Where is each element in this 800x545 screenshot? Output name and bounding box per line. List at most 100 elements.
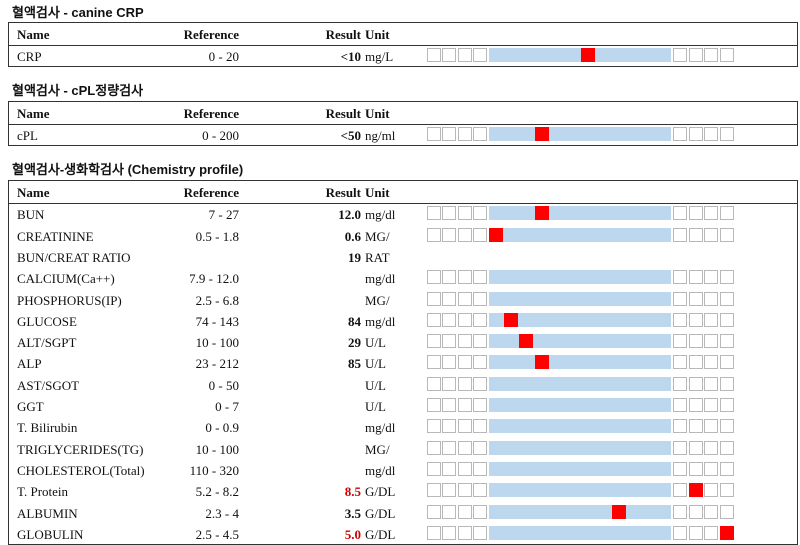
indicator-cell <box>427 462 441 476</box>
test-name: CRP <box>17 49 42 64</box>
reference-band <box>488 48 672 62</box>
indicator-cell <box>673 48 688 62</box>
reference-band <box>488 127 672 141</box>
result-value: 85 <box>348 356 361 371</box>
indicator-cell <box>704 270 719 284</box>
result-value: 3.5 <box>344 506 361 521</box>
result-marker <box>534 355 549 369</box>
test-name: ALT/SGPT <box>17 335 77 350</box>
table-row: GGT 0 - 7 U/L <box>9 396 797 417</box>
range-indicator <box>427 334 737 350</box>
header-name: Name <box>17 27 50 42</box>
result-value: 8.5 <box>344 484 361 499</box>
reference-band <box>488 505 672 519</box>
unit: mg/dl <box>365 420 396 435</box>
indicator-cell <box>688 292 703 306</box>
indicator-cell <box>719 48 734 62</box>
indicator-cell <box>719 398 734 412</box>
result-value: 12.0 <box>338 207 361 222</box>
result-marker <box>719 526 734 540</box>
indicator-cell <box>719 127 734 141</box>
result-marker <box>581 48 595 62</box>
indicator-cell <box>427 206 441 220</box>
indicator-cell <box>442 313 457 327</box>
result-marker <box>611 505 626 519</box>
indicator-cell <box>673 441 688 455</box>
indicator-cell <box>457 505 472 519</box>
indicator-cell <box>473 313 488 327</box>
reference-band <box>488 419 672 433</box>
result-value: <50 <box>340 128 361 143</box>
table-row: cPL 0 - 200 <50 ng/ml <box>9 125 797 146</box>
result-value: 84 <box>348 314 361 329</box>
reference-band <box>488 292 672 306</box>
indicator-cell <box>442 483 457 497</box>
indicator-cell <box>457 270 472 284</box>
table-row: PHOSPHORUS(IP) 2.5 - 6.8 MG/ <box>9 290 797 311</box>
header-name: Name <box>17 185 50 200</box>
indicator-cell <box>673 313 688 327</box>
table-row: CRP 0 - 20 <10 mg/L <box>9 46 797 67</box>
indicator-cell <box>473 228 488 242</box>
range-indicator <box>427 441 737 457</box>
indicator-cell <box>673 355 688 369</box>
indicator-cell <box>719 483 734 497</box>
indicator-cell <box>719 228 734 242</box>
reference-range: 2.3 - 4 <box>205 506 239 521</box>
indicator-cell <box>427 228 441 242</box>
header-result: Result <box>325 185 361 200</box>
indicator-cell <box>473 127 488 141</box>
indicator-cell <box>673 270 688 284</box>
indicator-cell <box>673 206 688 220</box>
unit: G/DL <box>365 484 396 499</box>
indicator-cell <box>427 270 441 284</box>
test-name: T. Protein <box>17 484 69 499</box>
indicator-cell <box>442 419 457 433</box>
reference-range: 2.5 - 4.5 <box>195 527 239 542</box>
indicator-cell <box>457 206 472 220</box>
header-reference: Reference <box>183 27 239 42</box>
test-name: CALCIUM(Ca++) <box>17 271 115 286</box>
result-value: 29 <box>348 335 361 350</box>
header-reference: Reference <box>183 106 239 121</box>
table-row: CALCIUM(Ca++) 7.9 - 12.0 mg/dl <box>9 268 797 289</box>
indicator-cell <box>673 127 688 141</box>
indicator-cell <box>442 505 457 519</box>
indicator-cell <box>457 377 472 391</box>
result-marker <box>534 127 549 141</box>
indicator-cell <box>457 462 472 476</box>
unit: ng/ml <box>365 128 396 143</box>
unit: mg/dl <box>365 463 396 478</box>
indicator-cell <box>719 505 734 519</box>
indicator-cell <box>442 526 457 540</box>
indicator-cell <box>442 398 457 412</box>
indicator-cell <box>473 419 488 433</box>
indicator-cell <box>719 270 734 284</box>
indicator-cell <box>673 483 688 497</box>
table-header: Name Reference Result Unit <box>9 182 797 203</box>
indicator-cell <box>473 526 488 540</box>
test-name: AST/SGOT <box>17 378 80 393</box>
reference-range: 0 - 7 <box>215 399 239 414</box>
indicator-cell <box>673 505 688 519</box>
indicator-cell <box>688 355 703 369</box>
reference-band <box>488 313 672 327</box>
indicator-cell <box>688 377 703 391</box>
indicator-cell <box>673 462 688 476</box>
indicator-cell <box>688 419 703 433</box>
range-indicator <box>427 355 737 371</box>
indicator-cell <box>473 270 488 284</box>
unit: MG/ <box>365 229 390 244</box>
table-row: CHOLESTEROL(Total) 110 - 320 mg/dl <box>9 460 797 481</box>
indicator-cell <box>688 462 703 476</box>
indicator-cell <box>473 398 488 412</box>
indicator-cell <box>442 292 457 306</box>
table-row: AST/SGOT 0 - 50 U/L <box>9 375 797 396</box>
test-name: GGT <box>17 399 44 414</box>
test-name: GLOBULIN <box>17 527 84 542</box>
unit: G/DL <box>365 506 396 521</box>
indicator-cell <box>427 505 441 519</box>
indicator-cell <box>442 377 457 391</box>
header-unit: Unit <box>365 106 390 121</box>
unit: MG/ <box>365 442 390 457</box>
